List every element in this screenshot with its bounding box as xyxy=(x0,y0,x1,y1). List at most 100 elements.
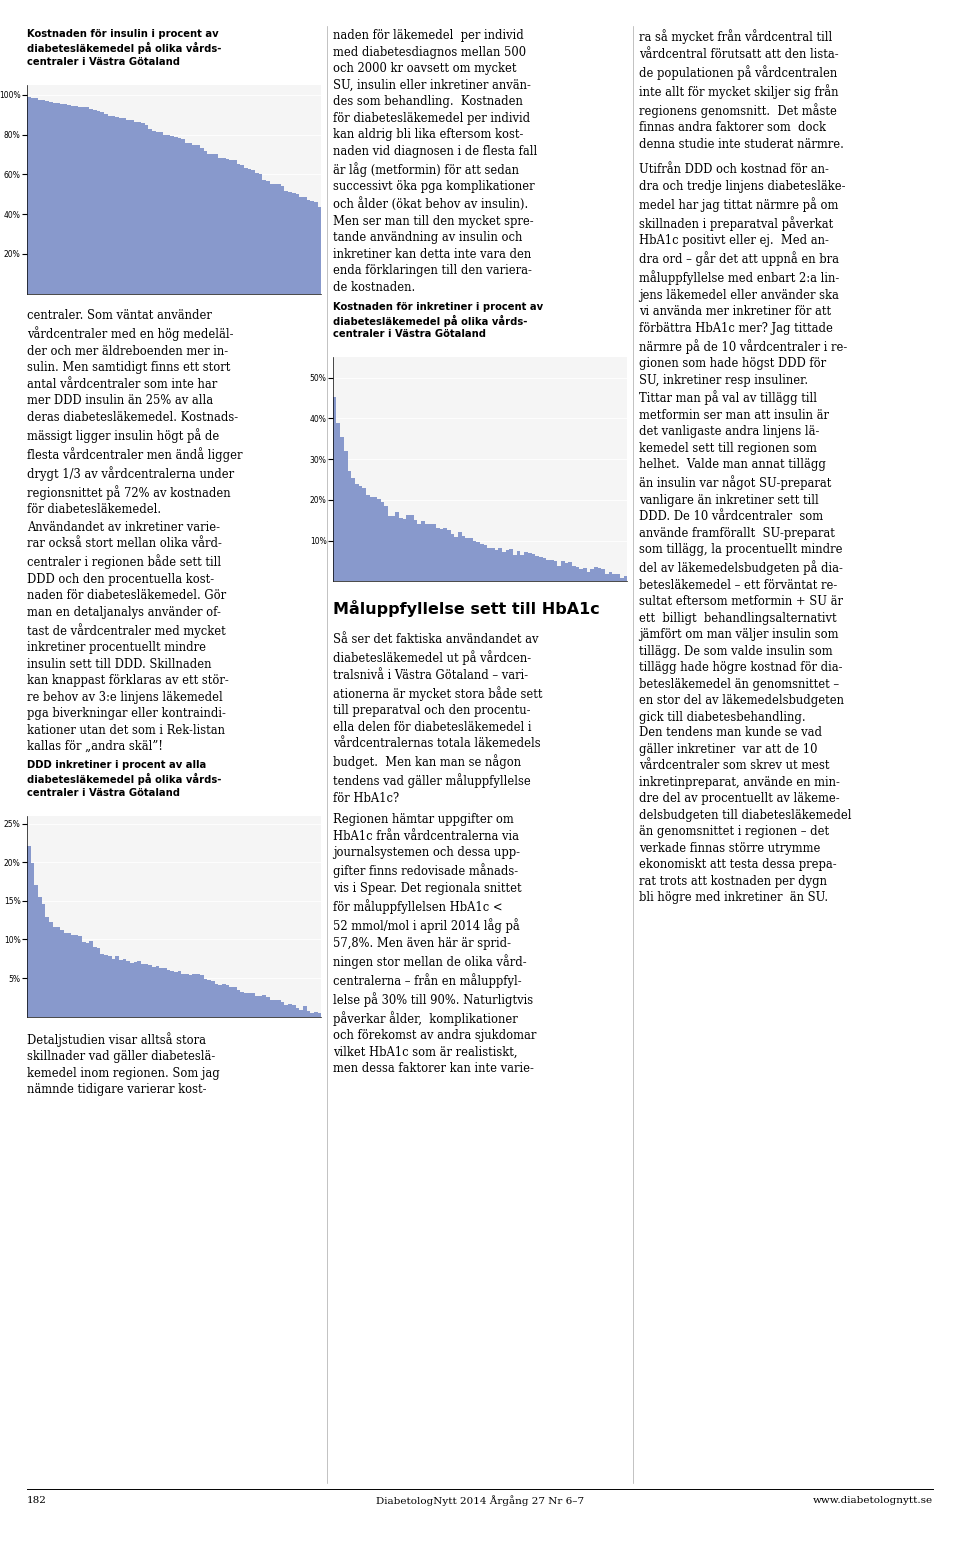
Bar xyxy=(192,145,196,294)
Bar xyxy=(399,518,403,581)
Bar xyxy=(233,161,236,294)
Bar xyxy=(185,142,189,294)
Bar xyxy=(314,201,318,294)
Bar xyxy=(388,516,392,581)
Bar xyxy=(296,1007,300,1017)
Bar xyxy=(181,973,185,1017)
Bar xyxy=(27,847,31,1017)
Bar xyxy=(240,165,244,294)
Bar xyxy=(49,922,53,1017)
Text: Måluppfyllelse sett till HbA1c: Måluppfyllelse sett till HbA1c xyxy=(333,599,600,616)
Bar xyxy=(424,524,428,581)
Bar xyxy=(266,181,270,294)
Bar xyxy=(133,963,137,1017)
Bar xyxy=(480,544,484,581)
Bar xyxy=(362,488,366,581)
Bar xyxy=(310,201,314,294)
Bar xyxy=(185,975,189,1017)
Bar xyxy=(119,959,123,1017)
Bar xyxy=(79,936,82,1017)
Bar xyxy=(174,972,178,1017)
Bar xyxy=(384,505,388,581)
Bar xyxy=(108,955,111,1017)
Bar xyxy=(49,102,53,294)
Bar xyxy=(196,973,200,1017)
Bar xyxy=(392,516,396,581)
Bar xyxy=(576,567,580,581)
Bar xyxy=(292,193,296,294)
Bar xyxy=(333,397,337,581)
Text: Användandet av inkretiner varie-
rar också stort mellan olika vård-
centraler i : Användandet av inkretiner varie- rar ock… xyxy=(27,521,228,752)
Bar xyxy=(163,134,167,294)
Bar xyxy=(280,185,284,294)
Bar xyxy=(300,196,302,294)
Bar xyxy=(440,528,444,581)
Bar xyxy=(252,993,255,1017)
Bar xyxy=(462,536,466,581)
Bar xyxy=(89,110,93,294)
Bar xyxy=(119,117,123,294)
Bar xyxy=(318,207,322,294)
Bar xyxy=(104,114,108,294)
Bar xyxy=(284,190,288,294)
Bar xyxy=(428,524,432,581)
Bar xyxy=(207,153,211,294)
Bar xyxy=(104,955,108,1017)
Bar xyxy=(222,158,226,294)
Bar xyxy=(284,1004,288,1017)
Bar xyxy=(63,105,67,294)
Bar xyxy=(476,542,480,581)
Bar xyxy=(111,959,115,1017)
Bar xyxy=(79,107,82,294)
Bar xyxy=(148,966,152,1017)
Bar xyxy=(115,117,119,294)
Bar xyxy=(288,1004,292,1017)
Bar xyxy=(458,533,462,581)
Bar xyxy=(277,184,280,294)
Bar xyxy=(270,184,274,294)
Bar xyxy=(178,138,181,294)
Bar xyxy=(145,964,148,1017)
Text: Detaljstudien visar alltså stora
skillnader vad gäller diabeteslä-
kemedel inom : Detaljstudien visar alltså stora skillna… xyxy=(27,1032,220,1097)
Bar xyxy=(192,975,196,1017)
Bar xyxy=(226,159,229,294)
Bar xyxy=(466,538,468,581)
Bar xyxy=(137,961,141,1017)
Text: Så ser det faktiska användandet av
diabetesläkemedel ut på vårdcen-
tralsnivå i : Så ser det faktiska användandet av diabe… xyxy=(333,633,542,805)
Bar xyxy=(236,164,240,294)
Bar xyxy=(236,990,240,1017)
Bar xyxy=(204,980,207,1017)
Bar xyxy=(35,99,37,294)
Bar xyxy=(248,168,252,294)
Bar xyxy=(436,528,440,581)
Bar xyxy=(303,198,306,294)
Bar xyxy=(167,134,171,294)
Text: Kostnaden för insulin i procent av
diabetesläkemedel på olika vårds-
centraler i: Kostnaden för insulin i procent av diabe… xyxy=(27,29,221,66)
Bar xyxy=(218,158,222,294)
Bar xyxy=(218,984,222,1017)
Bar xyxy=(348,471,351,581)
Bar xyxy=(446,530,450,581)
Bar xyxy=(53,104,57,294)
Text: 182: 182 xyxy=(27,1496,47,1505)
Bar xyxy=(130,121,133,294)
Bar xyxy=(288,192,292,294)
Bar xyxy=(53,927,57,1017)
Bar xyxy=(472,541,476,581)
Bar xyxy=(207,980,211,1017)
Bar xyxy=(344,451,348,581)
Bar xyxy=(587,572,590,581)
Bar xyxy=(542,558,546,581)
Bar xyxy=(244,992,248,1017)
Bar xyxy=(255,173,258,294)
Bar xyxy=(370,497,373,581)
Bar xyxy=(484,545,488,581)
Bar xyxy=(200,148,204,294)
Bar xyxy=(93,947,97,1017)
Bar xyxy=(181,139,185,294)
Bar xyxy=(359,485,362,581)
Text: Den tendens man kunde se vad
gäller inkretiner  var att de 10
vårdcentraler som : Den tendens man kunde se vad gäller inkr… xyxy=(638,726,852,904)
Bar xyxy=(31,862,35,1017)
Bar xyxy=(418,524,421,581)
Bar xyxy=(200,975,204,1017)
